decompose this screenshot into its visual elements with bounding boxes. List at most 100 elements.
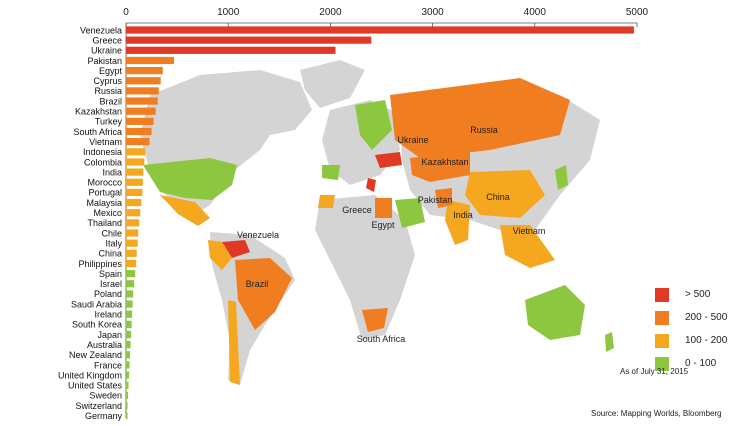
bar-kazakhstan (126, 107, 156, 115)
bar-new-zealand (126, 351, 131, 359)
world-map (140, 60, 614, 385)
map-label-vietnam: Vietnam (513, 226, 546, 236)
category-label-france: France (94, 360, 122, 370)
map-country-south-africa (362, 308, 388, 332)
map-country-saudi-arabia (395, 198, 425, 228)
category-label-new-zealand: New Zealand (69, 350, 122, 360)
bar-indonesia (126, 148, 146, 156)
map-country-southeast-asia (500, 225, 555, 268)
bar-italy (126, 239, 138, 247)
map-country-brazil (235, 258, 292, 330)
category-label-israel: Israel (100, 279, 122, 289)
bar-thailand (126, 219, 140, 227)
map-label-kazakhstan: Kazakhstan (421, 157, 468, 167)
category-label-venezuela: Venezuela (80, 25, 122, 35)
bar-malaysia (126, 198, 142, 207)
legend-item-high: > 500 (655, 285, 745, 307)
map-label-ukraine: Ukraine (397, 135, 428, 145)
map-land-africa (315, 195, 415, 340)
map-country-united-states (143, 158, 237, 200)
bar-india (126, 168, 144, 176)
map-country-mexico (160, 195, 210, 226)
category-label-mexico: Mexico (93, 208, 122, 218)
map-country-pakistan (435, 188, 452, 208)
map-label-pakistan: Pakistan (418, 195, 453, 205)
category-label-malaysia: Malaysia (86, 198, 122, 208)
legend-label-mid: 100 - 200 (685, 335, 728, 346)
category-label-saudi-arabia: Saudi Arabia (71, 299, 122, 309)
map-country-japan (555, 165, 568, 190)
map-label-china: China (486, 192, 510, 202)
category-label-india: India (102, 167, 122, 177)
bar-australia (126, 341, 131, 349)
map-country-morocco (318, 195, 335, 208)
bar-south-africa (126, 127, 152, 136)
category-label-united-kingdom: United Kingdom (58, 370, 122, 380)
map-label-brazil: Brazil (246, 279, 269, 289)
map-country-greece (366, 178, 376, 192)
x-tick-label-1000: 1000 (217, 7, 240, 18)
map-label-egypt: Egypt (371, 220, 395, 230)
map-labels: Ukraine Russia Kazakhstan Greece Pakistan Chi… (237, 125, 545, 344)
category-label-japan: Japan (97, 330, 122, 340)
legend-swatch-high (655, 288, 669, 302)
category-label-vietnam: Vietnam (89, 137, 122, 147)
category-label-russia: Russia (94, 86, 122, 96)
bar-turkey (126, 117, 154, 125)
bar-south-korea (126, 320, 132, 328)
category-label-thailand: Thailand (87, 218, 122, 228)
bars (126, 26, 634, 420)
bar-saudi-arabia (126, 300, 133, 308)
category-label-chile: Chile (101, 228, 122, 238)
bar-portugal (126, 188, 143, 196)
bar-ireland (126, 310, 133, 318)
map-label-greece: Greece (342, 205, 372, 215)
category-label-greece: Greece (92, 35, 122, 45)
category-label-philippines: Philippines (78, 259, 122, 269)
category-label-egypt: Egypt (99, 66, 123, 76)
bar-japan (126, 330, 132, 339)
legend-item-mid-high: 200 - 500 (655, 308, 745, 330)
bar-united-kingdom (126, 371, 130, 379)
map-country-chile (228, 300, 240, 385)
category-label-indonesia: Indonesia (83, 147, 122, 157)
map-country-colombia (208, 240, 232, 270)
legend-item-low: 0 - 100 (655, 354, 745, 376)
legend-label-low: 0 - 100 (685, 358, 717, 369)
x-tick-label-4000: 4000 (524, 7, 547, 18)
bar-china (126, 249, 137, 257)
bar-colombia (126, 158, 145, 166)
category-label-switzerland: Switzerland (75, 401, 122, 411)
category-label-australia: Australia (87, 340, 122, 350)
category-label-ireland: Ireland (94, 310, 122, 320)
legend-swatch-low (655, 357, 669, 371)
category-label-south-korea: South Korea (72, 320, 122, 330)
source-note: Source: Mapping Worlds, Bloomberg (591, 409, 722, 418)
as-of-note: As of July 31, 2015 (620, 367, 689, 376)
map-land-greenland (300, 60, 365, 108)
bar-greece (126, 36, 372, 44)
bar-cyprus (126, 77, 161, 85)
map-label-india: India (453, 210, 473, 220)
bar-poland (126, 290, 134, 298)
bar-brazil (126, 97, 158, 105)
category-label-cyprus: Cyprus (93, 76, 122, 86)
bar-philippines (126, 259, 137, 268)
bar-venezuela (126, 26, 634, 34)
bar-germany (126, 412, 128, 420)
bar-israel (126, 280, 135, 288)
map-country-china (465, 170, 545, 218)
bar-egypt (126, 67, 163, 75)
legend-label-mid-high: 200 - 500 (685, 312, 728, 323)
bar-pakistan (126, 56, 175, 65)
map-label-venezuela: Venezuela (237, 230, 279, 240)
bar-switzerland (126, 401, 128, 410)
category-label-morocco: Morocco (87, 178, 122, 188)
bar-sweden (126, 391, 129, 399)
map-country-india (445, 200, 470, 245)
map-country-egypt (375, 198, 392, 218)
category-label-brazil: Brazil (99, 96, 122, 106)
map-country-scandinavia (355, 100, 392, 150)
